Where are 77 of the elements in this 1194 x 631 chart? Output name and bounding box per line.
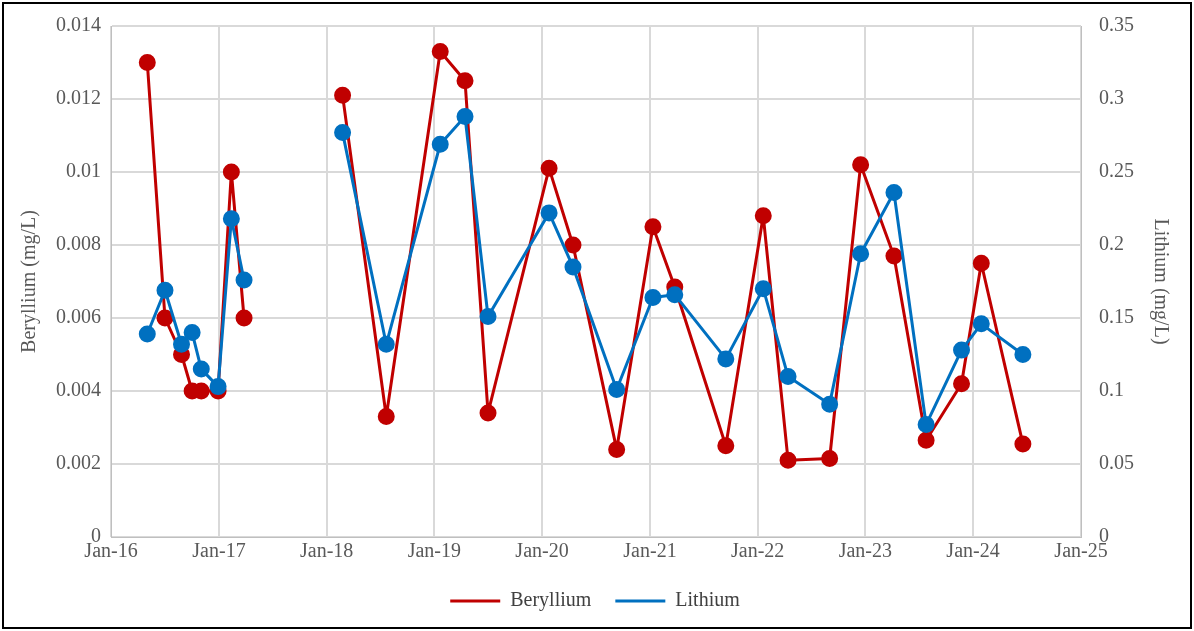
point <box>235 309 253 327</box>
x-tick-label: Jan-24 <box>946 539 1000 562</box>
point <box>717 437 735 455</box>
y-tick-label: 0.014 <box>56 13 101 36</box>
x-tick-label: Jan-18 <box>299 539 354 562</box>
y-axis-title: Beryllium (mg/L) <box>17 210 41 353</box>
point <box>564 258 582 276</box>
y2-tick-label: 0.2 <box>1099 232 1124 255</box>
point <box>431 135 449 153</box>
x-tick-label: Jan-23 <box>838 539 893 562</box>
point <box>209 378 227 396</box>
point <box>334 124 352 142</box>
point <box>138 54 156 71</box>
point <box>852 245 870 263</box>
point <box>138 325 156 343</box>
point <box>173 335 191 353</box>
point <box>644 218 662 236</box>
point <box>222 163 240 181</box>
point <box>235 271 253 289</box>
y-tick-label: 0.006 <box>56 305 101 328</box>
y2-tick-label: 0.25 <box>1099 159 1134 182</box>
point <box>972 315 990 333</box>
point <box>156 281 174 299</box>
y2-tick-label: 0.05 <box>1099 451 1134 474</box>
x-tick-label: Jan-17 <box>192 539 246 562</box>
point <box>644 289 662 307</box>
point <box>540 204 558 222</box>
y2-tick-label: 0.15 <box>1099 305 1134 328</box>
x-tick-label: Jan-21 <box>623 539 677 562</box>
y-tick-label: 0.004 <box>56 378 101 401</box>
point <box>564 236 582 254</box>
point <box>540 159 558 177</box>
point <box>192 360 210 378</box>
y2-tick-label: 0.3 <box>1099 86 1124 109</box>
point <box>156 309 174 327</box>
point <box>917 416 935 434</box>
point <box>666 286 684 304</box>
point <box>377 408 395 426</box>
point <box>852 156 870 174</box>
legend-label: Lithium <box>675 588 741 611</box>
point <box>377 335 395 353</box>
point <box>972 254 990 272</box>
x-tick-label: Jan-20 <box>515 539 569 562</box>
point <box>779 451 797 469</box>
point <box>1014 435 1032 453</box>
point <box>717 350 735 368</box>
point <box>779 367 797 385</box>
point <box>222 210 240 228</box>
point <box>479 404 497 422</box>
x-tick-label: Jan-22 <box>731 539 785 562</box>
y-tick-label: 0.008 <box>56 232 101 255</box>
point <box>456 108 474 126</box>
point <box>608 440 626 458</box>
point <box>754 280 772 298</box>
point <box>821 450 839 468</box>
point <box>479 308 497 326</box>
y2-tick-label: 0.1 <box>1099 378 1124 401</box>
point <box>917 431 935 449</box>
y2-axis-title: Lithium (mg/L) <box>1149 218 1173 345</box>
point <box>183 324 201 342</box>
y-tick-label: 0.01 <box>66 159 101 182</box>
point <box>431 43 449 61</box>
point <box>1014 346 1032 363</box>
y-tick-label: 0.002 <box>56 451 101 474</box>
y2-tick-label: 0.35 <box>1099 13 1134 36</box>
point <box>754 207 772 225</box>
point <box>608 381 626 399</box>
x-tick-label: Jan-19 <box>407 539 461 562</box>
point <box>456 72 474 90</box>
point <box>334 86 352 104</box>
point <box>953 375 971 393</box>
y-tick-label: 0.012 <box>56 86 101 109</box>
point <box>885 247 903 265</box>
point <box>953 341 971 359</box>
legend-label: Beryllium <box>510 588 592 612</box>
point <box>821 395 839 413</box>
point <box>885 183 903 201</box>
